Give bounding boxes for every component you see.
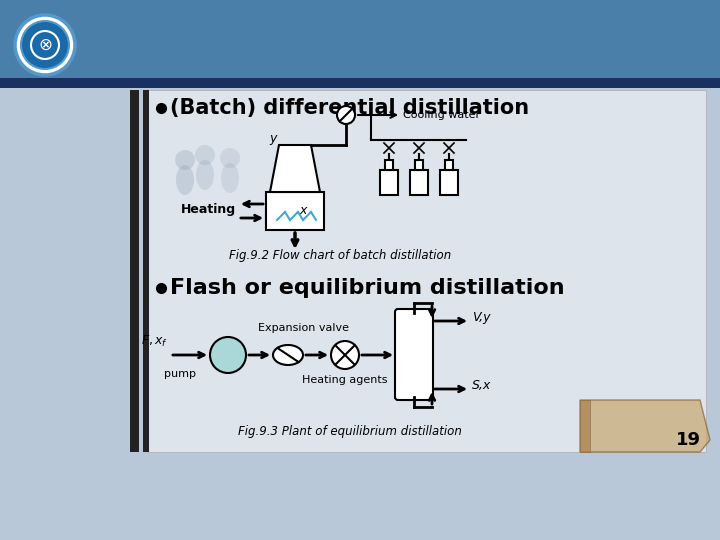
Text: Expansion valve: Expansion valve (258, 323, 348, 333)
Circle shape (175, 150, 195, 170)
FancyBboxPatch shape (395, 309, 433, 400)
FancyBboxPatch shape (410, 170, 428, 195)
FancyBboxPatch shape (415, 160, 423, 170)
Text: 19: 19 (675, 431, 701, 449)
FancyBboxPatch shape (0, 78, 720, 90)
Circle shape (220, 148, 240, 168)
Circle shape (15, 15, 75, 75)
Ellipse shape (273, 345, 303, 365)
Text: Heating: Heating (181, 204, 236, 217)
FancyBboxPatch shape (148, 90, 706, 452)
Circle shape (210, 337, 246, 373)
FancyBboxPatch shape (0, 88, 720, 540)
Ellipse shape (176, 165, 194, 195)
FancyBboxPatch shape (385, 160, 393, 170)
Text: ⊗: ⊗ (38, 36, 52, 54)
Ellipse shape (196, 160, 214, 190)
Circle shape (331, 341, 359, 369)
Text: Fig.9.3 Plant of equilibrium distillation: Fig.9.3 Plant of equilibrium distillatio… (238, 426, 462, 438)
FancyBboxPatch shape (440, 170, 458, 195)
FancyBboxPatch shape (143, 90, 149, 452)
Text: pump: pump (164, 369, 196, 379)
Circle shape (337, 106, 355, 124)
Text: V,y: V,y (472, 312, 490, 325)
Text: (Batch) differential distillation: (Batch) differential distillation (170, 98, 529, 118)
Text: Flash or equilibrium distillation: Flash or equilibrium distillation (170, 278, 564, 298)
Text: x: x (300, 204, 307, 217)
FancyBboxPatch shape (445, 160, 453, 170)
Text: $F,x_f$: $F,x_f$ (141, 334, 168, 349)
Text: S,x: S,x (472, 380, 491, 393)
Polygon shape (580, 400, 590, 452)
Circle shape (195, 145, 215, 165)
FancyBboxPatch shape (130, 90, 139, 452)
Polygon shape (580, 400, 710, 452)
Ellipse shape (221, 163, 239, 193)
Circle shape (21, 21, 69, 69)
Text: Cooling water: Cooling water (403, 110, 480, 120)
Text: Heating agents: Heating agents (302, 375, 388, 385)
FancyBboxPatch shape (0, 0, 720, 80)
FancyBboxPatch shape (380, 170, 398, 195)
FancyBboxPatch shape (266, 192, 324, 230)
Polygon shape (270, 145, 320, 192)
Text: Fig.9.2 Flow chart of batch distillation: Fig.9.2 Flow chart of batch distillation (229, 248, 451, 261)
Text: y: y (269, 132, 277, 145)
